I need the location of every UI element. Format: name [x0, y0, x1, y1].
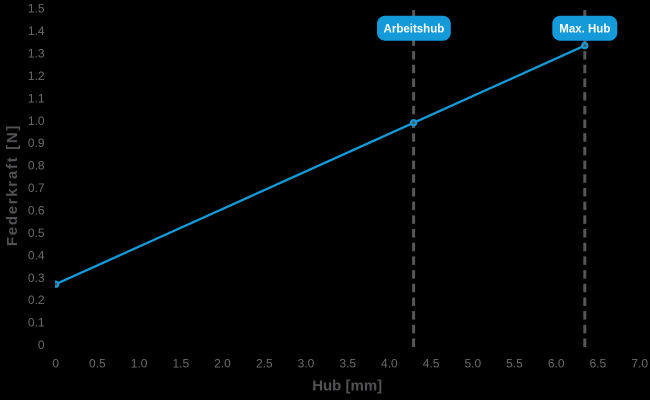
svg-text:0.8: 0.8	[28, 159, 45, 173]
svg-text:Max. Hub: Max. Hub	[559, 23, 610, 35]
svg-text:6.5: 6.5	[590, 356, 607, 370]
svg-text:1.2: 1.2	[28, 69, 45, 83]
svg-text:5.0: 5.0	[464, 356, 481, 370]
svg-text:0.7: 0.7	[28, 181, 45, 195]
svg-text:Arbeitshub: Arbeitshub	[384, 23, 445, 35]
svg-text:3.0: 3.0	[298, 356, 315, 370]
svg-text:1.0: 1.0	[131, 356, 148, 370]
svg-text:0.1: 0.1	[28, 316, 45, 330]
svg-text:1.3: 1.3	[28, 47, 45, 61]
svg-text:4.5: 4.5	[423, 356, 440, 370]
svg-text:Federkraft [N]: Federkraft [N]	[4, 124, 21, 246]
svg-text:1.4: 1.4	[28, 24, 45, 38]
svg-text:0.5: 0.5	[28, 226, 45, 240]
svg-text:6.0: 6.0	[548, 356, 565, 370]
svg-text:2.5: 2.5	[256, 356, 273, 370]
svg-text:4.0: 4.0	[381, 356, 398, 370]
svg-text:0.6: 0.6	[28, 204, 45, 218]
svg-text:0.3: 0.3	[28, 271, 45, 285]
svg-text:1.1: 1.1	[28, 91, 45, 105]
svg-text:2.0: 2.0	[214, 356, 231, 370]
svg-text:3.5: 3.5	[339, 356, 356, 370]
svg-text:1.5: 1.5	[28, 2, 45, 16]
svg-text:0.4: 0.4	[28, 248, 45, 262]
svg-text:7.0: 7.0	[631, 356, 648, 370]
svg-text:Hub [mm]: Hub [mm]	[312, 377, 382, 394]
svg-text:0.2: 0.2	[28, 293, 45, 307]
svg-text:0.5: 0.5	[89, 356, 106, 370]
svg-text:1.5: 1.5	[172, 356, 189, 370]
svg-text:0: 0	[38, 338, 45, 352]
svg-text:5.5: 5.5	[506, 356, 523, 370]
svg-text:0: 0	[52, 356, 59, 370]
svg-text:0.9: 0.9	[28, 136, 45, 150]
svg-text:1.0: 1.0	[28, 114, 45, 128]
